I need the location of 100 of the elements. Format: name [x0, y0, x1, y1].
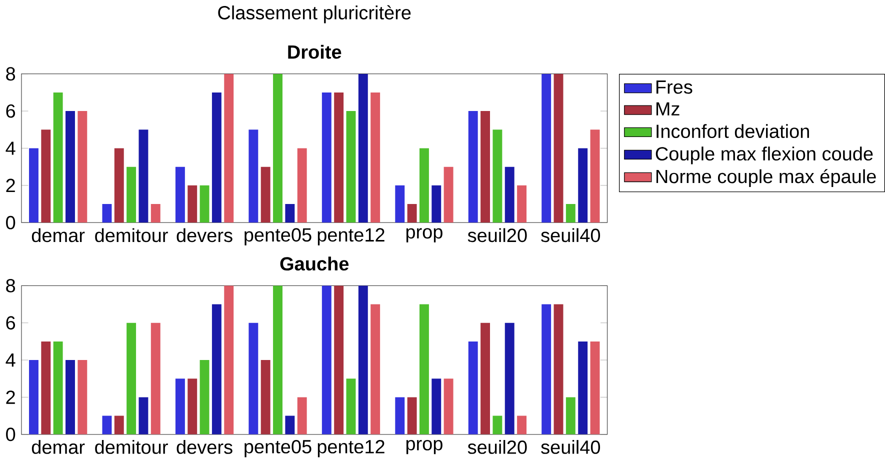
bar — [504, 322, 514, 434]
bar — [322, 285, 332, 434]
bar — [114, 148, 124, 222]
bar — [200, 185, 210, 222]
bar — [200, 360, 210, 434]
bar — [346, 110, 356, 222]
bar — [407, 396, 417, 434]
chart-title: Classement pluricritère — [218, 5, 411, 23]
bar — [212, 304, 222, 434]
bar — [260, 166, 270, 222]
bar — [517, 185, 527, 222]
bar — [590, 129, 600, 222]
bar — [212, 92, 222, 222]
bar — [53, 341, 63, 434]
bar — [138, 129, 148, 222]
bar — [554, 74, 564, 222]
y-tick-label: 2 — [6, 390, 15, 404]
bar — [407, 204, 417, 222]
x-tick-label: seuil20 — [468, 440, 527, 454]
x-tick-label: seuil40 — [541, 228, 600, 242]
x-tick-label: pente05 — [244, 440, 312, 457]
bar — [29, 148, 38, 222]
bar — [188, 185, 198, 222]
bar — [53, 92, 63, 222]
bar — [419, 304, 429, 434]
x-tick-label: devers — [176, 228, 232, 242]
bar — [78, 110, 88, 222]
bar — [395, 185, 405, 222]
x-tick-label: prop — [406, 228, 442, 242]
y-tick-label: 0 — [6, 216, 16, 230]
bar — [468, 110, 478, 222]
bar — [273, 74, 282, 222]
bar — [419, 148, 429, 222]
legend-label: Mz — [656, 102, 680, 116]
bar — [285, 204, 295, 222]
bar — [346, 378, 356, 434]
bar — [395, 396, 405, 434]
bar — [175, 166, 185, 222]
y-tick-label: 2 — [6, 178, 15, 192]
bar — [126, 166, 136, 222]
y-tick-label: 4 — [6, 353, 16, 366]
bar — [542, 74, 552, 222]
bar — [285, 416, 295, 434]
bar — [66, 110, 75, 222]
bar — [554, 304, 564, 434]
bar — [444, 166, 454, 222]
bar — [334, 285, 344, 434]
bar — [517, 416, 527, 434]
legend-label: Norme couple max épaule — [656, 168, 876, 187]
x-tick-label: demar — [32, 228, 85, 242]
bar — [78, 360, 88, 434]
x-tick-label: demitour — [95, 440, 168, 454]
bar — [578, 341, 588, 434]
bar — [444, 378, 454, 434]
bar — [492, 416, 502, 434]
x-tick-label: demar — [32, 440, 85, 454]
bar — [480, 110, 490, 222]
bar — [126, 322, 136, 434]
x-tick-label: demitour — [95, 228, 168, 242]
y-tick-label: 0 — [6, 427, 16, 441]
x-tick-label: prop — [406, 440, 442, 454]
bar — [358, 285, 368, 434]
bar — [492, 129, 502, 222]
bar — [480, 322, 490, 434]
bar — [566, 396, 576, 434]
bar — [102, 416, 112, 434]
bar — [468, 341, 478, 434]
bar — [66, 360, 75, 434]
bar — [188, 378, 198, 434]
x-tick-label: seuil20 — [468, 228, 527, 242]
bar — [273, 285, 282, 434]
bar — [432, 378, 442, 434]
bar — [224, 285, 234, 434]
bar — [224, 74, 234, 222]
bar — [432, 185, 442, 222]
bar — [102, 204, 112, 222]
bar — [566, 204, 576, 222]
bar — [542, 304, 552, 434]
bar — [138, 396, 148, 434]
bar — [29, 360, 38, 434]
bar — [322, 92, 332, 222]
x-tick-label: pente12 — [318, 440, 384, 457]
bar — [578, 148, 588, 222]
y-tick-label: 6 — [6, 104, 16, 118]
bar — [248, 129, 258, 222]
x-tick-label: seuil40 — [541, 440, 600, 454]
bar — [150, 322, 160, 434]
bar — [370, 304, 380, 434]
bar — [248, 322, 258, 434]
y-tick-label: 8 — [6, 278, 16, 292]
x-tick-label: pente12 — [318, 228, 384, 246]
bar — [150, 204, 160, 222]
bar — [297, 148, 307, 222]
legend-label: Couple max flexion coude — [656, 146, 873, 164]
y-tick-label: 4 — [6, 141, 16, 155]
legend-label: Fres — [656, 80, 692, 94]
bar — [260, 360, 270, 434]
bar — [358, 74, 368, 222]
x-tick-label: pente05 — [244, 228, 312, 246]
bar — [370, 92, 380, 222]
